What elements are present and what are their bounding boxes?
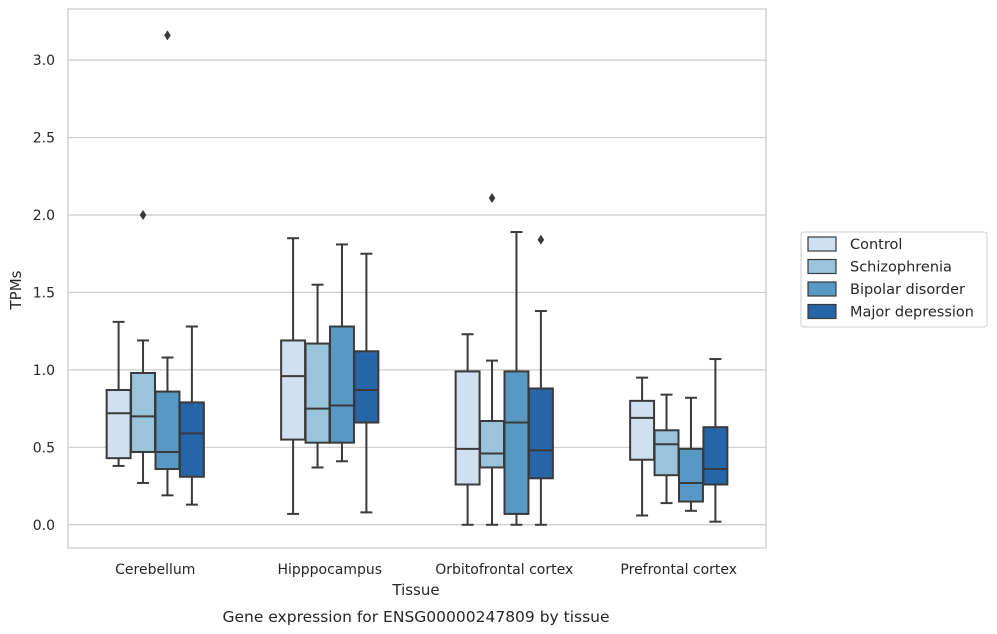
box-group <box>702 358 729 523</box>
x-axis-ticks: Cerebellum Hipppocampus Orbitofrontal cort… <box>115 562 737 578</box>
legend-frame <box>800 231 988 328</box>
x-tick-label: Cerebellum <box>115 562 195 578</box>
box-iqr <box>280 339 307 441</box>
box-iqr <box>653 429 680 477</box>
x-axis-title: Tissue <box>391 581 439 599</box>
box-group <box>677 396 704 512</box>
box-iqr <box>105 389 132 460</box>
box-group <box>304 283 331 469</box>
box-group <box>479 192 506 526</box>
box-group <box>527 234 554 526</box>
box-iqr <box>702 426 729 486</box>
legend-swatch <box>807 281 837 297</box>
legend-label: Schizophrenia <box>850 260 952 276</box>
box-iqr <box>178 401 205 478</box>
box-iqr <box>629 399 656 461</box>
box-iqr <box>454 370 481 486</box>
x-tick-label: Orbitofrontal cortex <box>435 562 573 578</box>
legend-label: Bipolar disorder <box>850 282 965 298</box>
box-series <box>105 30 729 526</box>
box-iqr <box>328 325 355 444</box>
y-tick-label: 2.0 <box>33 208 55 224</box>
y-axis-title: TPMs <box>7 270 25 310</box>
box-group <box>130 209 157 484</box>
box-group <box>653 393 680 505</box>
y-tick-label: 0.0 <box>33 518 55 534</box>
box-iqr <box>304 342 331 444</box>
box-iqr <box>130 371 157 453</box>
y-tick-label: 1.5 <box>33 285 55 301</box>
y-tick-label: 2.5 <box>33 131 55 147</box>
outlier-point <box>488 192 496 203</box>
box-iqr <box>677 447 704 503</box>
box-group <box>154 30 181 497</box>
legend-swatch <box>807 258 837 275</box>
legend-swatch <box>807 303 837 320</box>
box-iqr <box>527 387 554 480</box>
box-group <box>503 231 530 526</box>
box-group <box>328 243 355 463</box>
box-group <box>454 333 481 526</box>
box-group <box>629 376 656 517</box>
box-iqr <box>503 370 530 515</box>
box-iqr <box>479 419 506 469</box>
box-group <box>353 252 380 514</box>
y-axis-ticks: 0.0 0.5 1.0 1.5 2.0 2.5 3.0 <box>33 53 55 534</box>
box-iqr <box>353 350 380 424</box>
legend: Control Schizophrenia Bipolar disorder Majo… <box>800 231 988 328</box>
box-group <box>280 237 307 515</box>
chart-caption: Gene expression for ENSG00000247809 by t… <box>222 608 609 626</box>
y-tick-label: 3.0 <box>33 53 55 69</box>
box-iqr <box>154 390 181 471</box>
y-tick-label: 1.0 <box>33 363 55 379</box>
box-group <box>178 325 205 506</box>
x-tick-label: Prefrontal cortex <box>620 562 737 578</box>
outlier-point <box>537 234 545 245</box>
legend-label: Control <box>850 237 902 253</box>
x-tick-label: Hipppocampus <box>277 562 382 578</box>
plot-frame <box>67 8 767 549</box>
legend-label: Major depression <box>850 305 974 321</box>
y-tick-label: 0.5 <box>33 440 55 456</box>
outlier-point <box>139 209 147 220</box>
outlier-point <box>164 30 171 41</box>
legend-swatch <box>807 236 837 252</box>
box-group <box>105 320 132 467</box>
